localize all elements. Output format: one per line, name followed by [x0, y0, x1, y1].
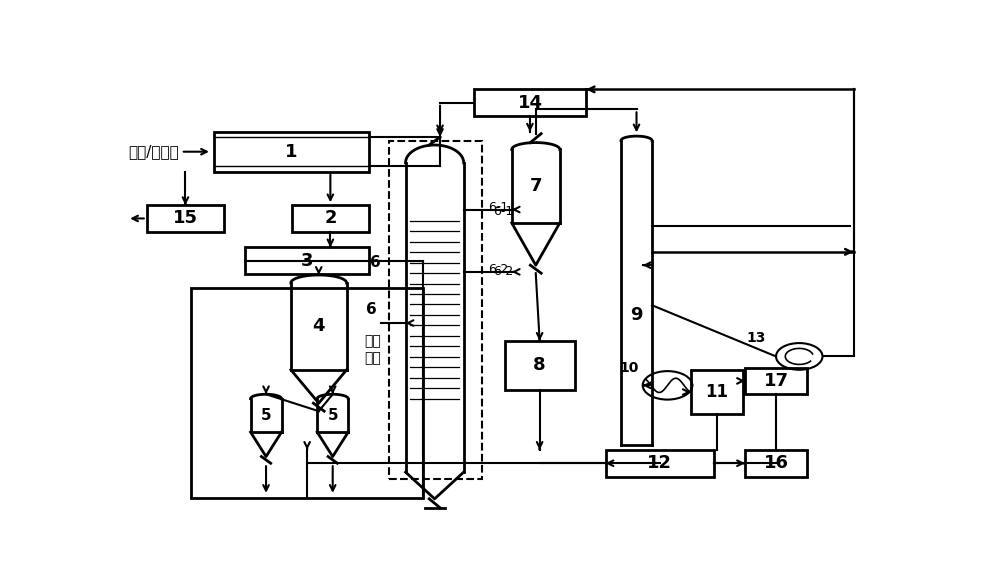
Text: 2: 2 [324, 209, 337, 228]
Text: 垃圾/生物质: 垃圾/生物质 [128, 144, 179, 159]
Bar [691, 370, 743, 414]
Text: 15: 15 [173, 209, 198, 228]
Bar [191, 288, 423, 498]
Bar [388, 140, 482, 479]
Text: 5: 5 [261, 408, 271, 423]
Bar [245, 247, 369, 274]
Text: 13: 13 [747, 331, 766, 344]
Text: 3: 3 [301, 252, 313, 270]
Bar [505, 341, 574, 390]
Text: 6-2: 6-2 [488, 263, 508, 276]
Text: 低温
流体: 低温 流体 [365, 335, 381, 365]
Text: 10: 10 [619, 361, 638, 375]
Text: 12: 12 [647, 454, 672, 472]
Text: 16: 16 [764, 454, 789, 472]
Bar [214, 132, 369, 172]
Text: 14: 14 [517, 94, 542, 112]
Bar [745, 368, 807, 394]
Bar [606, 450, 714, 477]
Text: 6: 6 [366, 302, 377, 317]
Bar [745, 450, 807, 477]
Text: 5: 5 [327, 408, 338, 423]
Text: 6-1: 6-1 [488, 201, 508, 214]
Text: 7: 7 [530, 177, 542, 195]
Text: 6-1: 6-1 [493, 205, 513, 218]
Bar [292, 205, 369, 232]
Text: 6: 6 [370, 255, 381, 271]
Text: 8: 8 [533, 356, 546, 375]
Text: 9: 9 [630, 306, 643, 324]
Bar [147, 205, 224, 232]
Text: 4: 4 [312, 317, 325, 335]
Text: 6-2: 6-2 [493, 265, 513, 279]
Text: 1: 1 [285, 143, 298, 161]
Text: 11: 11 [706, 383, 729, 401]
Text: 17: 17 [764, 372, 789, 390]
Bar [474, 90, 586, 116]
